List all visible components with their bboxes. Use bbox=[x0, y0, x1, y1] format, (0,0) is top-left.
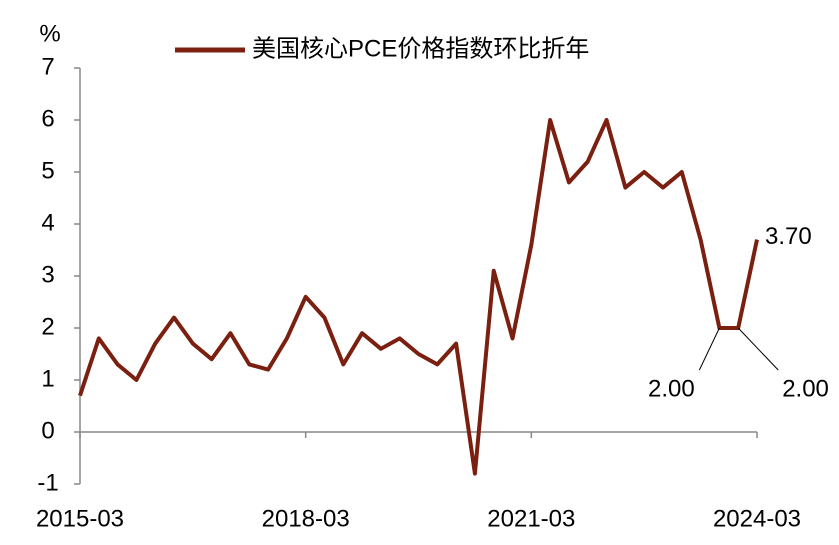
value-label: 2.00 bbox=[782, 375, 829, 402]
x-tick-label: 2024-03 bbox=[713, 505, 801, 532]
value-label: 3.70 bbox=[765, 223, 812, 250]
x-tick-label: 2015-03 bbox=[36, 505, 124, 532]
y-tick-label: 7 bbox=[41, 53, 54, 80]
legend-label: 美国核心PCE价格指数环比折年 bbox=[252, 35, 589, 62]
y-unit: % bbox=[39, 20, 60, 47]
y-tick-label: 5 bbox=[41, 157, 54, 184]
x-tick-label: 2018-03 bbox=[262, 505, 350, 532]
leader-line bbox=[737, 327, 779, 371]
y-tick-label: 3 bbox=[41, 261, 54, 288]
line bbox=[78, 118, 759, 476]
y-tick-label: 6 bbox=[41, 105, 54, 132]
leader-line bbox=[698, 327, 720, 371]
value-label: 2.00 bbox=[648, 375, 695, 402]
y-tick-label: 2 bbox=[41, 313, 54, 340]
x-tick-label: 2021-03 bbox=[487, 505, 575, 532]
y-tick-label: 0 bbox=[41, 417, 54, 444]
y-tick-label: -1 bbox=[37, 469, 58, 496]
y-tick-label: 4 bbox=[41, 209, 54, 236]
y-tick-label: 1 bbox=[41, 365, 54, 392]
